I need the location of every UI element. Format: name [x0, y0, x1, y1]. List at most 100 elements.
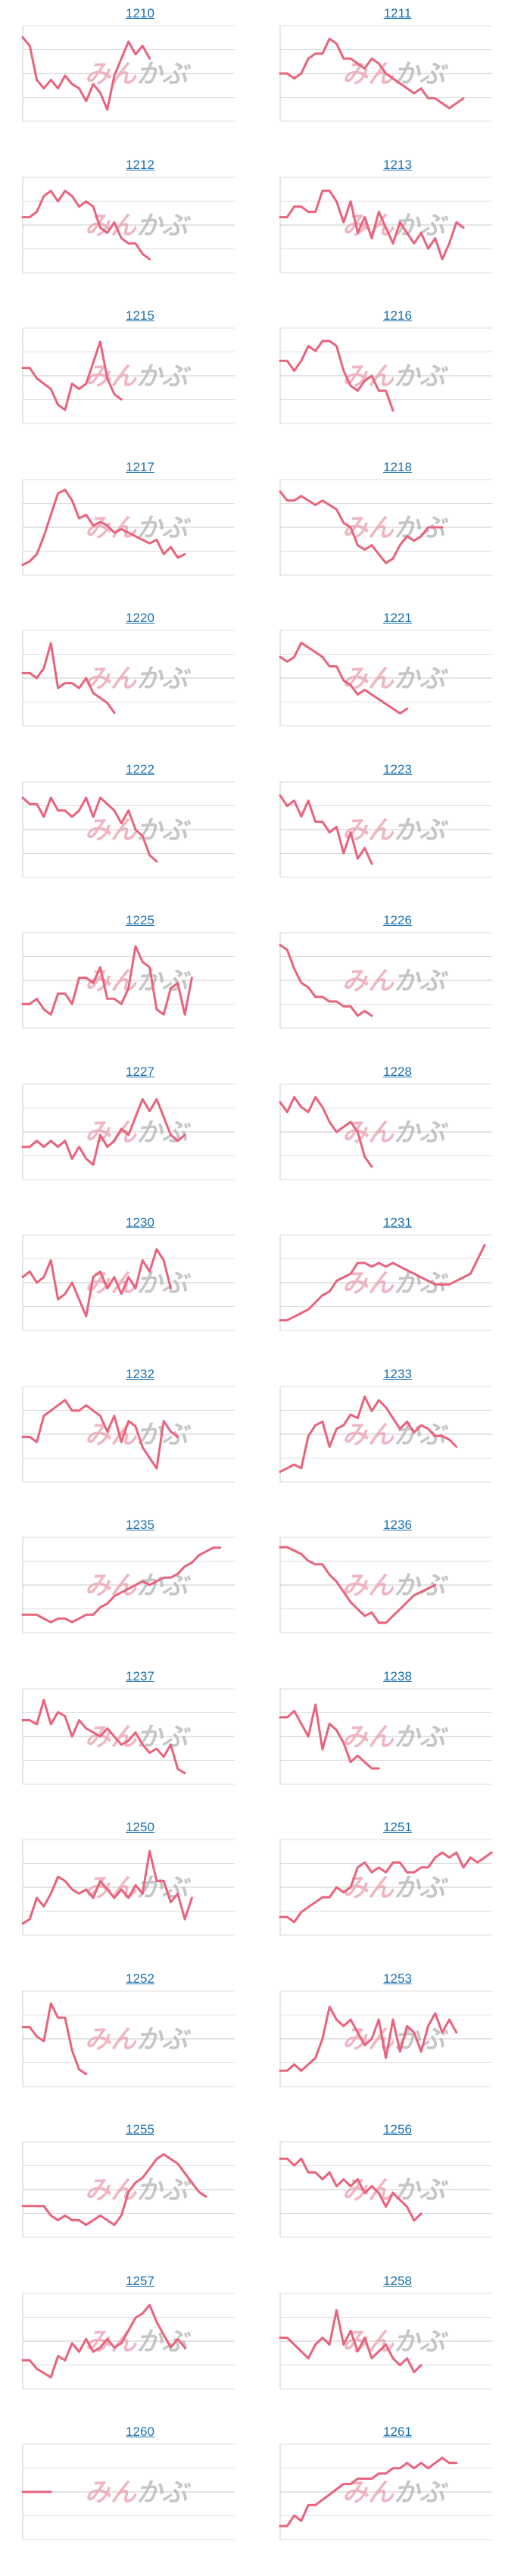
- series-line: [279, 2456, 458, 2528]
- watermark-logo: みんかぶ: [342, 1722, 449, 1752]
- chart-cell-1221: 1221 みんかぶ: [273, 611, 522, 747]
- chart-title-link[interactable]: 1228: [383, 1064, 412, 1079]
- chart-title-link[interactable]: 1226: [383, 913, 412, 927]
- sparkline-chart: みんかぶ: [21, 781, 235, 877]
- series-line: [279, 339, 394, 412]
- series-line: [21, 1546, 222, 1624]
- series-line: [279, 2157, 422, 2222]
- sparkline-chart: みんかぶ: [279, 1688, 492, 1784]
- sparkline-chart: みんかぶ: [279, 479, 492, 575]
- chart-title-link[interactable]: 1258: [383, 2273, 412, 2288]
- series-line: [21, 1698, 186, 1774]
- chart-title-link[interactable]: 1218: [383, 459, 412, 474]
- chart-cell-1231: 1231 みんかぶ: [273, 1215, 522, 1352]
- sparkline-chart: みんかぶ: [279, 25, 492, 122]
- chart-title-link[interactable]: 1212: [126, 157, 154, 172]
- watermark-logo: みんかぶ: [342, 664, 449, 694]
- chart-title-link[interactable]: 1257: [126, 2273, 154, 2288]
- chart-title-link[interactable]: 1255: [126, 2122, 154, 2137]
- watermark-logo: みんかぶ: [342, 815, 449, 846]
- series-line: [21, 1248, 172, 1318]
- chart-title-link[interactable]: 1238: [383, 1668, 412, 1683]
- sparkline-chart: みんかぶ: [279, 1839, 493, 1936]
- sparkline-chart: みんかぶ: [21, 2443, 235, 2540]
- watermark-logo: みんかぶ: [342, 1420, 449, 1450]
- watermark-logo: みんかぶ: [85, 1722, 192, 1752]
- chart-title-link[interactable]: 1251: [383, 1820, 412, 1834]
- chart-title-link[interactable]: 1217: [126, 459, 154, 474]
- sparkline-chart: みんかぶ: [21, 932, 235, 1029]
- series-line: [21, 2303, 186, 2378]
- series-line: [21, 642, 116, 714]
- watermark-logo: みんかぶ: [342, 1873, 449, 1903]
- chart-title-link[interactable]: 1210: [126, 6, 154, 20]
- sparkline-chart: みんかぶ: [279, 1386, 492, 1482]
- chart-title-link[interactable]: 1230: [126, 1215, 154, 1230]
- sparkline-chart: みんかぶ: [21, 630, 235, 727]
- series-line: [21, 945, 193, 1016]
- watermark-logo: みんかぶ: [85, 1571, 192, 1601]
- chart-title-link[interactable]: 1227: [126, 1064, 154, 1079]
- series-line: [21, 2152, 207, 2227]
- chart-title-link[interactable]: 1222: [126, 761, 154, 777]
- watermark-logo: みんかぶ: [342, 2327, 449, 2357]
- chart-cell-1238: 1238 みんかぶ: [273, 1669, 522, 1805]
- sparkline-chart: みんかぶ: [21, 1537, 235, 1633]
- chart-cell-1227: 1227 みんかぶ: [15, 1064, 265, 1201]
- chart-title-link[interactable]: 1220: [126, 611, 154, 625]
- chart-title-link[interactable]: 1260: [126, 2424, 154, 2439]
- chart-title-link[interactable]: 1233: [383, 1366, 412, 1381]
- sparkline-chart: みんかぶ: [21, 1234, 235, 1331]
- chart-cell-1211: 1211 みんかぶ: [273, 6, 522, 142]
- chart-title-link[interactable]: 1213: [383, 157, 412, 172]
- chart-cell-1232: 1232 みんかぶ: [15, 1367, 265, 1503]
- chart-title-link[interactable]: 1250: [126, 1820, 154, 1834]
- chart-title-link[interactable]: 1232: [126, 1366, 154, 1381]
- watermark-logo: みんかぶ: [85, 361, 192, 392]
- chart-cell-1215: 1215 みんかぶ: [15, 308, 265, 445]
- chart-title-link[interactable]: 1236: [383, 1518, 412, 1532]
- sparkline-chart: みんかぶ: [21, 2141, 235, 2238]
- chart-title-link[interactable]: 1261: [383, 2424, 412, 2439]
- chart-title-link[interactable]: 1221: [383, 611, 412, 625]
- chart-title-link[interactable]: 1231: [383, 1215, 412, 1230]
- sparkline-chart: みんかぶ: [279, 1990, 492, 2087]
- series-line: [279, 1395, 458, 1473]
- chart-title-link[interactable]: 1252: [126, 1971, 154, 1986]
- chart-cell-1257: 1257 みんかぶ: [15, 2274, 265, 2410]
- series-line: [279, 793, 373, 865]
- chart-title-link[interactable]: 1256: [383, 2122, 412, 2137]
- chart-cell-1251: 1251 みんかぶ: [273, 1820, 522, 1956]
- chart-title-link[interactable]: 1237: [126, 1668, 154, 1683]
- chart-cell-1233: 1233 みんかぶ: [273, 1367, 522, 1503]
- chart-cell-1230: 1230 みんかぶ: [15, 1215, 265, 1352]
- chart-title-link[interactable]: 1215: [126, 308, 154, 323]
- chart-title-link[interactable]: 1223: [383, 761, 412, 777]
- watermark-logo: みんかぶ: [85, 59, 192, 89]
- watermark-logo: みんかぶ: [85, 1268, 192, 1299]
- series-line: [21, 2002, 88, 2075]
- series-line: [21, 1398, 179, 1470]
- series-line: [21, 340, 123, 411]
- sparkline-chart: みんかぶ: [279, 327, 492, 424]
- chart-title-link[interactable]: 1235: [126, 1518, 154, 1532]
- chart-title-link[interactable]: 1216: [383, 308, 412, 323]
- chart-cell-1237: 1237 みんかぶ: [15, 1669, 265, 1805]
- watermark-logo: みんかぶ: [85, 2478, 192, 2508]
- chart-cell-1255: 1255 みんかぶ: [15, 2122, 265, 2259]
- sparkline-chart: みんかぶ: [279, 1537, 492, 1633]
- chart-title-link[interactable]: 1225: [126, 913, 154, 927]
- watermark-logo: みんかぶ: [342, 966, 449, 996]
- chart-title-link[interactable]: 1253: [383, 1971, 412, 1986]
- chart-cell-1256: 1256 みんかぶ: [273, 2122, 522, 2259]
- chart-title-link[interactable]: 1211: [383, 6, 412, 20]
- chart-cell-1226: 1226 みんかぶ: [273, 913, 522, 1049]
- chart-cell-1216: 1216 みんかぶ: [273, 308, 522, 445]
- series-line: [279, 641, 409, 715]
- sparkline-chart: みんかぶ: [21, 479, 235, 575]
- chart-cell-1252: 1252 みんかぶ: [15, 1971, 265, 2108]
- watermark-logo: みんかぶ: [85, 2024, 192, 2055]
- sparkline-chart: みんかぶ: [279, 2443, 492, 2540]
- chart-cell-1220: 1220 みんかぶ: [15, 611, 265, 747]
- sparkline-chart: みんかぶ: [279, 2141, 492, 2238]
